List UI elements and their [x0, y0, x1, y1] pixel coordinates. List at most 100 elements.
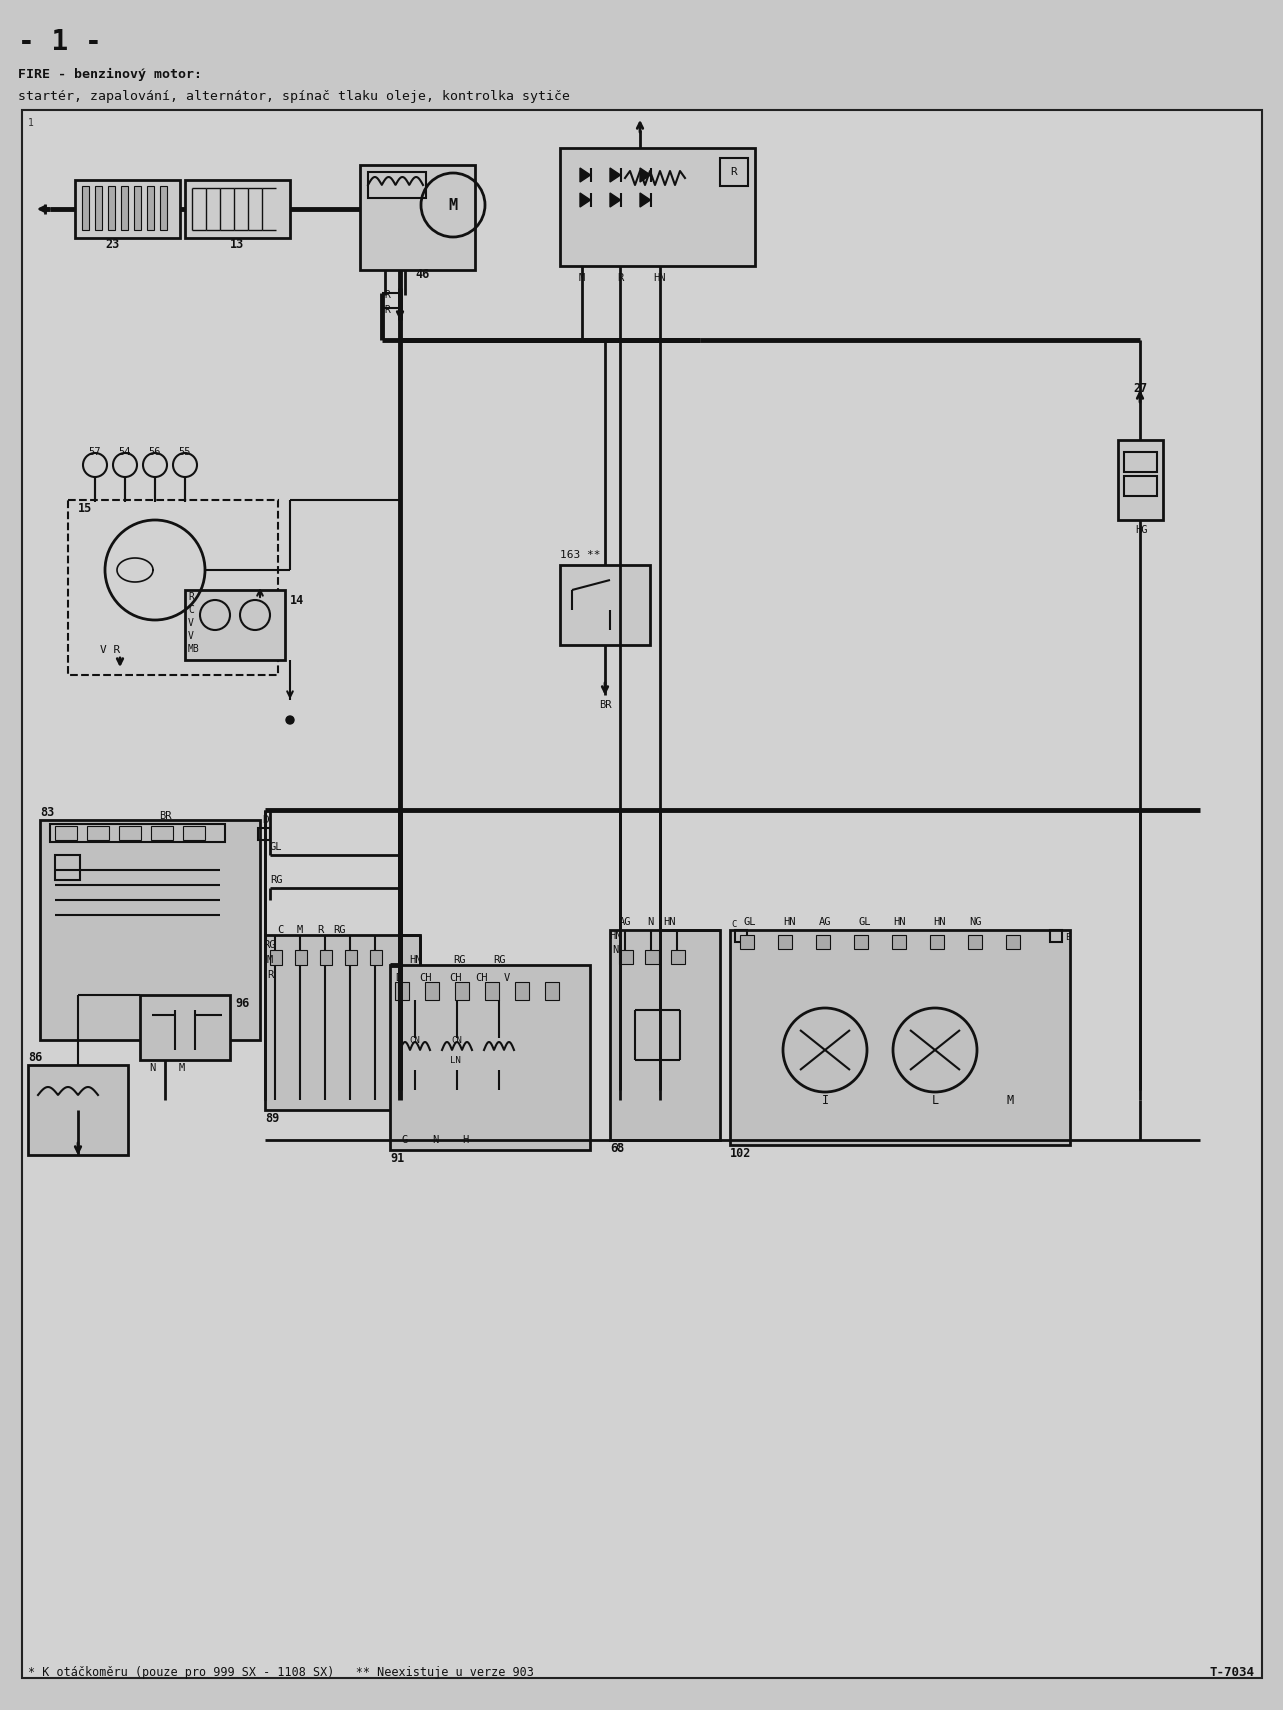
Bar — [95, 186, 103, 231]
Text: HN: HN — [608, 930, 621, 941]
Text: RG: RG — [334, 925, 346, 935]
Text: C: C — [731, 920, 736, 929]
Text: CH: CH — [418, 973, 431, 983]
Text: T-7034: T-7034 — [1210, 1666, 1255, 1679]
Bar — [370, 951, 382, 964]
Text: RG: RG — [269, 876, 282, 886]
Bar — [121, 186, 128, 231]
Text: 46: 46 — [414, 268, 430, 282]
Text: * K otáčkoměru (pouze pro 999 SX - 1108 SX)   ** Neexistuje u verze 903: * K otáčkoměru (pouze pro 999 SX - 1108 … — [28, 1666, 534, 1679]
Bar — [777, 935, 792, 949]
Text: R: R — [317, 925, 323, 935]
Text: CH: CH — [476, 973, 489, 983]
Text: RG: RG — [264, 941, 276, 951]
Text: N: N — [432, 1135, 438, 1146]
Bar — [816, 935, 830, 949]
Bar — [185, 590, 285, 660]
Text: M: M — [449, 197, 458, 212]
Bar — [258, 828, 269, 840]
Text: CH: CH — [449, 973, 462, 983]
Text: BR: BR — [599, 699, 611, 710]
Bar — [82, 186, 89, 231]
Bar — [967, 935, 981, 949]
Text: NG: NG — [969, 917, 981, 927]
Bar — [87, 826, 109, 840]
Text: CN: CN — [409, 1036, 421, 1045]
Text: 86: 86 — [28, 1050, 42, 1064]
Text: 54: 54 — [119, 446, 131, 457]
Polygon shape — [640, 193, 650, 207]
Text: M: M — [579, 274, 585, 282]
Text: HG: HG — [1134, 525, 1147, 535]
Bar — [930, 935, 944, 949]
Text: LN: LN — [449, 1055, 461, 1065]
Text: FIRE - benzinový motor:: FIRE - benzinový motor: — [18, 68, 201, 80]
Polygon shape — [609, 168, 621, 181]
Text: I: I — [821, 1093, 829, 1106]
Text: E: E — [1065, 932, 1070, 942]
Bar — [148, 186, 154, 231]
Text: G: G — [402, 1135, 408, 1146]
Bar — [390, 964, 590, 1151]
Text: R: R — [267, 970, 273, 980]
Text: 163 **: 163 ** — [559, 551, 600, 559]
Bar — [55, 826, 77, 840]
Text: GL: GL — [269, 841, 282, 852]
Text: HN: HN — [894, 917, 906, 927]
Text: GL: GL — [744, 917, 756, 927]
Text: N: N — [612, 946, 618, 954]
Text: BR: BR — [159, 811, 171, 821]
Text: D: D — [395, 973, 402, 983]
Text: R: R — [730, 168, 738, 178]
Bar — [133, 186, 141, 231]
Circle shape — [286, 716, 294, 723]
Text: 96: 96 — [235, 997, 249, 1009]
Text: M: M — [267, 954, 273, 964]
Text: M: M — [178, 1064, 185, 1072]
Text: C: C — [615, 1142, 621, 1153]
Bar — [160, 186, 167, 231]
Bar — [119, 826, 141, 840]
Text: 55: 55 — [178, 446, 191, 457]
Text: MB: MB — [189, 645, 200, 653]
Polygon shape — [640, 168, 650, 181]
Bar — [892, 935, 906, 949]
Bar — [485, 982, 499, 1000]
Text: N: N — [149, 1064, 155, 1072]
Text: CN: CN — [452, 1036, 462, 1045]
Text: N: N — [647, 917, 653, 927]
Bar — [108, 186, 115, 231]
Bar — [740, 935, 754, 949]
Polygon shape — [609, 193, 621, 207]
Bar — [1124, 451, 1157, 472]
Bar — [730, 930, 1070, 1146]
Bar — [361, 164, 475, 270]
Bar — [40, 821, 260, 1040]
Bar — [671, 951, 685, 964]
Bar — [295, 951, 307, 964]
Text: C: C — [277, 925, 284, 935]
Text: 56: 56 — [149, 446, 162, 457]
Bar — [319, 951, 332, 964]
Bar — [50, 824, 225, 841]
Bar — [1049, 930, 1062, 942]
Polygon shape — [580, 193, 590, 207]
Bar — [269, 951, 282, 964]
Text: 27: 27 — [1133, 381, 1147, 395]
Text: AG: AG — [819, 917, 831, 927]
Text: L: L — [931, 1093, 939, 1106]
Bar — [425, 982, 439, 1000]
Text: M: M — [296, 925, 303, 935]
Text: 13: 13 — [230, 238, 244, 251]
Text: - 1 -: - 1 - — [18, 27, 101, 56]
Text: AG: AG — [618, 917, 631, 927]
Text: 57: 57 — [89, 446, 101, 457]
Text: HN: HN — [409, 954, 421, 964]
Bar — [266, 935, 420, 1110]
Bar — [609, 930, 720, 1141]
Text: C: C — [189, 605, 194, 616]
Bar — [1124, 475, 1157, 496]
Bar — [55, 855, 80, 881]
Text: V R: V R — [100, 645, 121, 655]
Text: M: M — [1006, 1093, 1014, 1106]
